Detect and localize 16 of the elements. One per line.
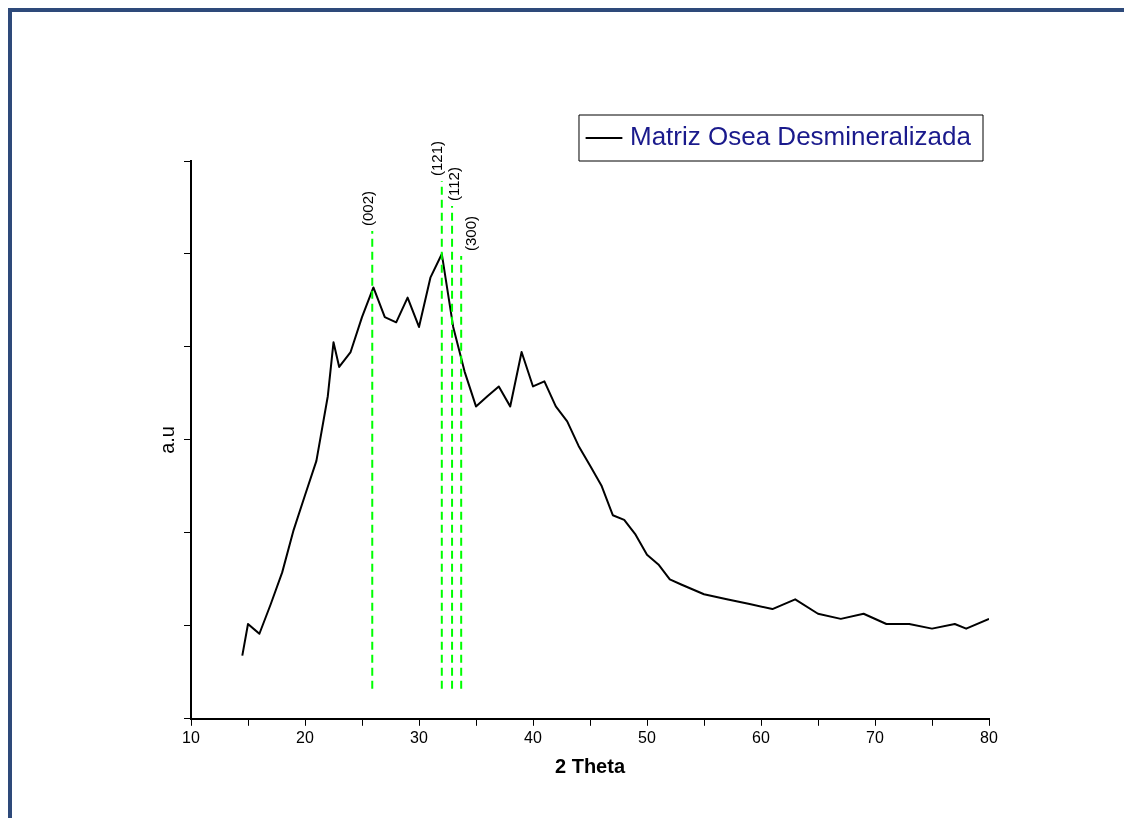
y-axis-title: a.u bbox=[155, 425, 178, 454]
text: (300) bbox=[462, 215, 480, 251]
x-tick-label: 30 bbox=[410, 728, 428, 746]
x-tick-label: 10 bbox=[182, 728, 200, 746]
x-tick-label: 80 bbox=[980, 728, 998, 746]
x-tick-label: 40 bbox=[524, 728, 542, 746]
text: (121) bbox=[428, 140, 446, 176]
text: (112) bbox=[445, 167, 463, 201]
x-tick-label: 60 bbox=[752, 728, 770, 746]
page-frame: 2 Theta a.u Matriz Osea Desmineralizada 10 20 30 40 50 60 70 80 (002) (121) (112) (300) bbox=[8, 8, 1124, 818]
x-tick-label: 70 bbox=[866, 728, 884, 746]
x-axis-title: 2 Theta bbox=[554, 754, 626, 777]
legend-label: Matriz Osea Desmineralizada bbox=[629, 121, 972, 152]
x-tick-label: 50 bbox=[638, 728, 656, 746]
text: (002) bbox=[358, 190, 376, 226]
x-tick-label: 20 bbox=[296, 728, 314, 746]
